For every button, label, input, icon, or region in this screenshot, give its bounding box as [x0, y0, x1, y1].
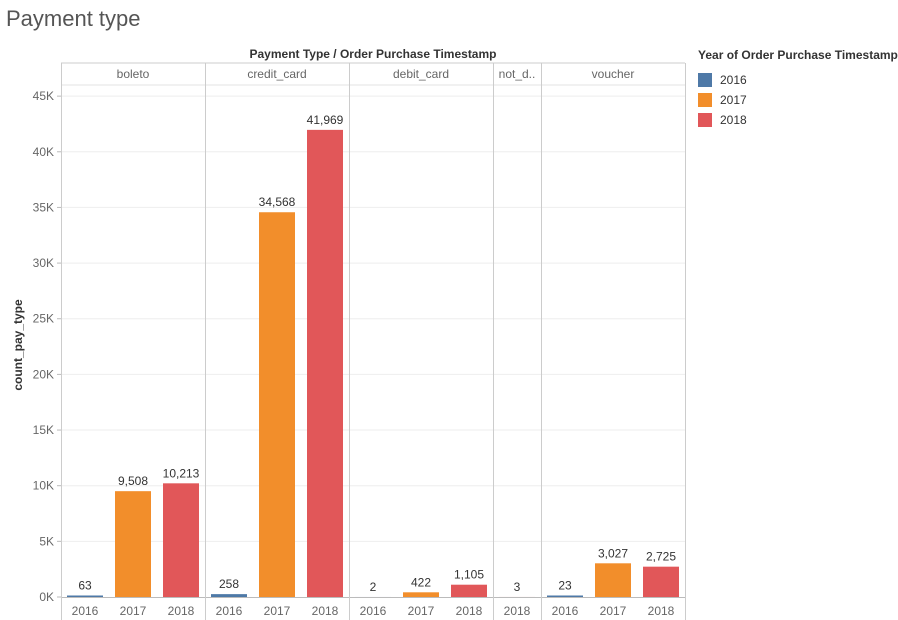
x-tick-label: 2017: [264, 604, 291, 618]
data-label-credit_card-2016: 258: [219, 577, 239, 591]
bar-voucher-2016[interactable]: [547, 595, 583, 598]
group-header-2: debit_card: [393, 67, 449, 81]
x-tick-label: 2017: [120, 604, 147, 618]
x-tick-label: 2016: [360, 604, 387, 618]
data-label-not_d..-2018: 3: [514, 580, 521, 594]
y-tick-label: 10K: [33, 479, 54, 493]
y-tick-label: 15K: [33, 423, 54, 437]
data-label-credit_card-2017: 34,568: [259, 195, 296, 209]
bar-boleto-2016[interactable]: [67, 595, 103, 598]
legend-label-2016: 2016: [720, 73, 747, 87]
data-label-debit_card-2017: 422: [411, 575, 431, 589]
bar-boleto-2017[interactable]: [115, 491, 151, 597]
data-label-debit_card-2018: 1,105: [454, 568, 484, 582]
data-label-debit_card-2016: 2: [370, 580, 377, 594]
y-tick-label: 40K: [33, 145, 54, 159]
bar-boleto-2018[interactable]: [163, 483, 199, 597]
y-tick-label: 25K: [33, 312, 54, 326]
y-tick-label: 35K: [33, 200, 54, 214]
bar-credit_card-2017[interactable]: [259, 212, 295, 597]
legend-title: Year of Order Purchase Timestamp: [698, 48, 898, 62]
y-tick-label: 5K: [39, 534, 54, 548]
x-tick-label: 2018: [168, 604, 195, 618]
y-axis-label: count_pay_type: [11, 299, 25, 391]
legend-item-2017[interactable]: 2017: [698, 90, 898, 110]
x-tick-label: 2018: [456, 604, 483, 618]
group-header-4: voucher: [592, 67, 635, 81]
data-label-boleto-2016: 63: [78, 579, 92, 593]
group-header-0: boleto: [117, 67, 150, 81]
y-tick-label: 30K: [33, 256, 54, 270]
bar-credit_card-2018[interactable]: [307, 129, 343, 598]
legend-label-2017: 2017: [720, 93, 747, 107]
bar-debit_card-2017[interactable]: [403, 592, 439, 597]
x-tick-label: 2016: [216, 604, 243, 618]
page-title: Payment type: [6, 6, 141, 31]
x-tick-label: 2016: [552, 604, 579, 618]
data-label-boleto-2018: 10,213: [163, 466, 200, 480]
x-tick-label: 2018: [504, 604, 531, 618]
legend-item-2016[interactable]: 2016: [698, 70, 898, 90]
legend-swatch-2016: [698, 73, 712, 87]
y-tick-label: 20K: [33, 367, 54, 381]
bar-credit_card-2016[interactable]: [211, 594, 247, 597]
group-header-1: credit_card: [247, 67, 306, 81]
x-tick-label: 2017: [408, 604, 435, 618]
bar-debit_card-2018[interactable]: [451, 584, 487, 597]
legend-item-2018[interactable]: 2018: [698, 110, 898, 130]
bar-voucher-2018[interactable]: [643, 566, 679, 597]
header-title: Payment Type / Order Purchase Timestamp: [250, 47, 497, 61]
data-label-voucher-2018: 2,725: [646, 550, 676, 564]
data-label-voucher-2016: 23: [558, 579, 572, 593]
x-tick-label: 2017: [600, 604, 627, 618]
legend: Year of Order Purchase Timestamp 2016 20…: [698, 48, 898, 130]
x-tick-label: 2016: [72, 604, 99, 618]
legend-swatch-2018: [698, 113, 712, 127]
y-tick-label: 45K: [33, 89, 54, 103]
x-tick-label: 2018: [648, 604, 675, 618]
data-label-credit_card-2018: 41,969: [307, 113, 344, 127]
y-tick-label: 0K: [39, 590, 54, 604]
legend-swatch-2017: [698, 93, 712, 107]
x-tick-label: 2018: [312, 604, 339, 618]
legend-label-2018: 2018: [720, 113, 747, 127]
group-header-3: not_d..: [499, 67, 536, 81]
bar-voucher-2017[interactable]: [595, 563, 631, 597]
data-label-voucher-2017: 3,027: [598, 546, 628, 560]
data-label-boleto-2017: 9,508: [118, 474, 148, 488]
